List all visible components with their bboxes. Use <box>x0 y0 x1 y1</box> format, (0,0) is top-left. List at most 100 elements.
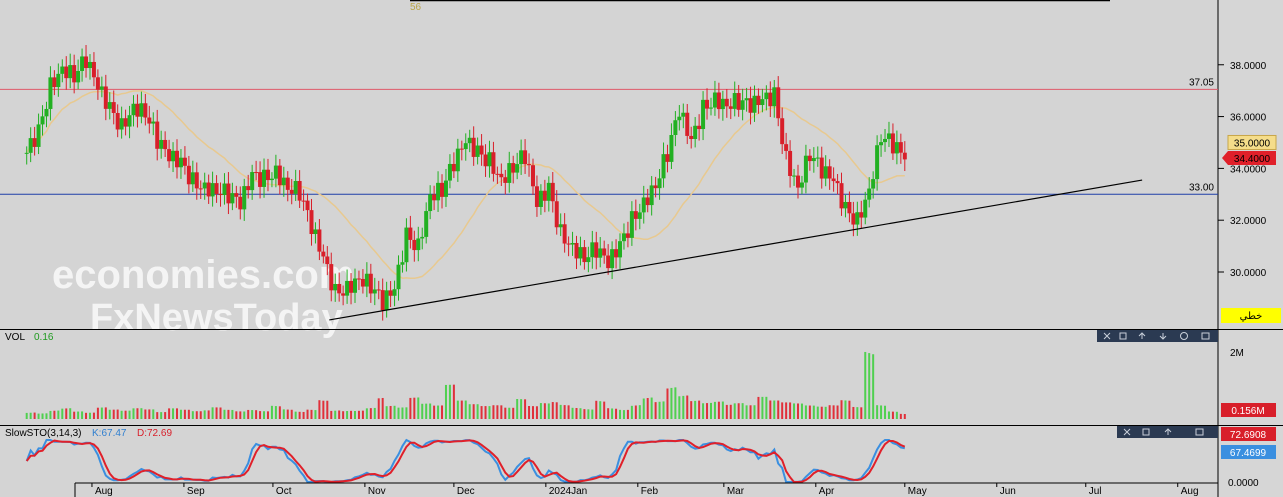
volume-bar <box>223 409 226 419</box>
volume-bar <box>713 401 716 419</box>
volume-bar <box>183 409 186 419</box>
candle-body <box>24 152 29 154</box>
volume-bar <box>789 402 792 419</box>
volume-panel-toolbar[interactable] <box>1097 330 1218 342</box>
stoch-toolbar-icons[interactable] <box>1123 428 1204 436</box>
volume-bar <box>539 403 542 419</box>
candle-body <box>238 196 243 210</box>
volume-bar <box>543 403 546 419</box>
candle-body <box>325 256 330 265</box>
candle-body <box>847 201 852 214</box>
volume-bar <box>405 407 408 419</box>
volume-bar <box>844 400 847 419</box>
candle-body <box>483 154 488 167</box>
candle-body <box>317 229 322 252</box>
candles <box>24 45 907 321</box>
candle-body <box>546 182 551 201</box>
stoch-d-line <box>25 439 906 483</box>
close-icon[interactable] <box>1123 428 1131 436</box>
candle-body <box>52 77 57 88</box>
candle-body <box>293 180 298 194</box>
volume-bar <box>504 407 507 419</box>
candle-body <box>803 155 808 183</box>
volume-bar <box>298 411 301 419</box>
candle-body <box>570 242 575 245</box>
candle-body <box>558 224 563 228</box>
x-tick-label: Apr <box>819 486 835 497</box>
candle-body <box>819 157 824 179</box>
candle-body <box>503 177 508 183</box>
volume-bar <box>282 409 285 419</box>
candle-body <box>538 190 543 207</box>
volume-bar <box>753 405 756 419</box>
candle-body <box>95 77 100 90</box>
candle-body <box>586 257 591 263</box>
x-tick-label: Sep <box>187 486 205 497</box>
volume-bar <box>377 398 380 419</box>
tag-label-bg[interactable] <box>1221 308 1281 323</box>
volume-bar <box>385 406 388 419</box>
arrow-up-icon[interactable] <box>1138 332 1146 339</box>
volume-bar <box>251 410 254 419</box>
candle-body <box>376 289 381 291</box>
candle-body <box>155 121 160 149</box>
volume-bar <box>587 409 590 419</box>
arrow-up-icon[interactable] <box>1164 428 1172 435</box>
candle-body <box>151 121 156 124</box>
candle-body <box>562 224 567 244</box>
maximize-icon[interactable] <box>1142 428 1150 436</box>
volume-toolbar-icons[interactable] <box>1103 332 1210 340</box>
candle-body <box>356 278 361 280</box>
volume-bar <box>69 408 72 419</box>
candle-body <box>792 175 797 177</box>
volume-bar <box>876 405 879 419</box>
volume-bar <box>393 405 396 419</box>
volume-bar <box>203 410 206 419</box>
candle-body <box>744 98 749 101</box>
candle-body <box>669 135 674 162</box>
volume-bar <box>492 405 495 419</box>
candle-body <box>72 65 77 83</box>
candle-body <box>364 273 369 287</box>
candle-body <box>250 172 255 191</box>
volume-bar <box>690 401 693 419</box>
maximize-icon[interactable] <box>1119 332 1127 340</box>
candle-body <box>147 117 152 124</box>
close-icon[interactable] <box>1103 332 1111 340</box>
volume-bar <box>725 404 728 419</box>
trendline-group[interactable] <box>329 179 1143 321</box>
volume-bar <box>353 410 356 419</box>
properties-icon[interactable] <box>1201 332 1210 340</box>
volume-current-label: 0.156M <box>1231 406 1264 417</box>
volume-bar <box>551 402 554 419</box>
properties-icon[interactable] <box>1195 428 1204 436</box>
candle-body <box>534 186 539 207</box>
candle-body <box>119 118 124 130</box>
volume-bar <box>160 412 163 419</box>
volume-bar <box>460 400 463 419</box>
candle-body <box>732 93 737 109</box>
volume-bar <box>397 407 400 419</box>
settings-icon[interactable] <box>1180 332 1188 340</box>
candle-body <box>416 238 421 251</box>
candle-body <box>890 133 895 154</box>
candle-body <box>875 145 880 180</box>
volume-bar <box>757 396 760 419</box>
volume-bar <box>516 398 519 419</box>
candle-body <box>815 157 820 159</box>
candle-body <box>641 197 646 213</box>
candle-body <box>475 145 480 157</box>
volume-bar <box>191 411 194 419</box>
volume-bar <box>417 397 420 419</box>
candle-body <box>574 242 579 259</box>
volume-bar <box>85 412 88 419</box>
volume-bar <box>302 411 305 419</box>
candle-body <box>297 180 302 201</box>
candle-body <box>685 112 690 136</box>
candle-body <box>76 70 81 83</box>
volume-bar <box>65 408 68 419</box>
arrow-down-icon[interactable] <box>1159 333 1167 340</box>
volume-bar <box>559 404 562 419</box>
volume-bar <box>104 407 107 419</box>
